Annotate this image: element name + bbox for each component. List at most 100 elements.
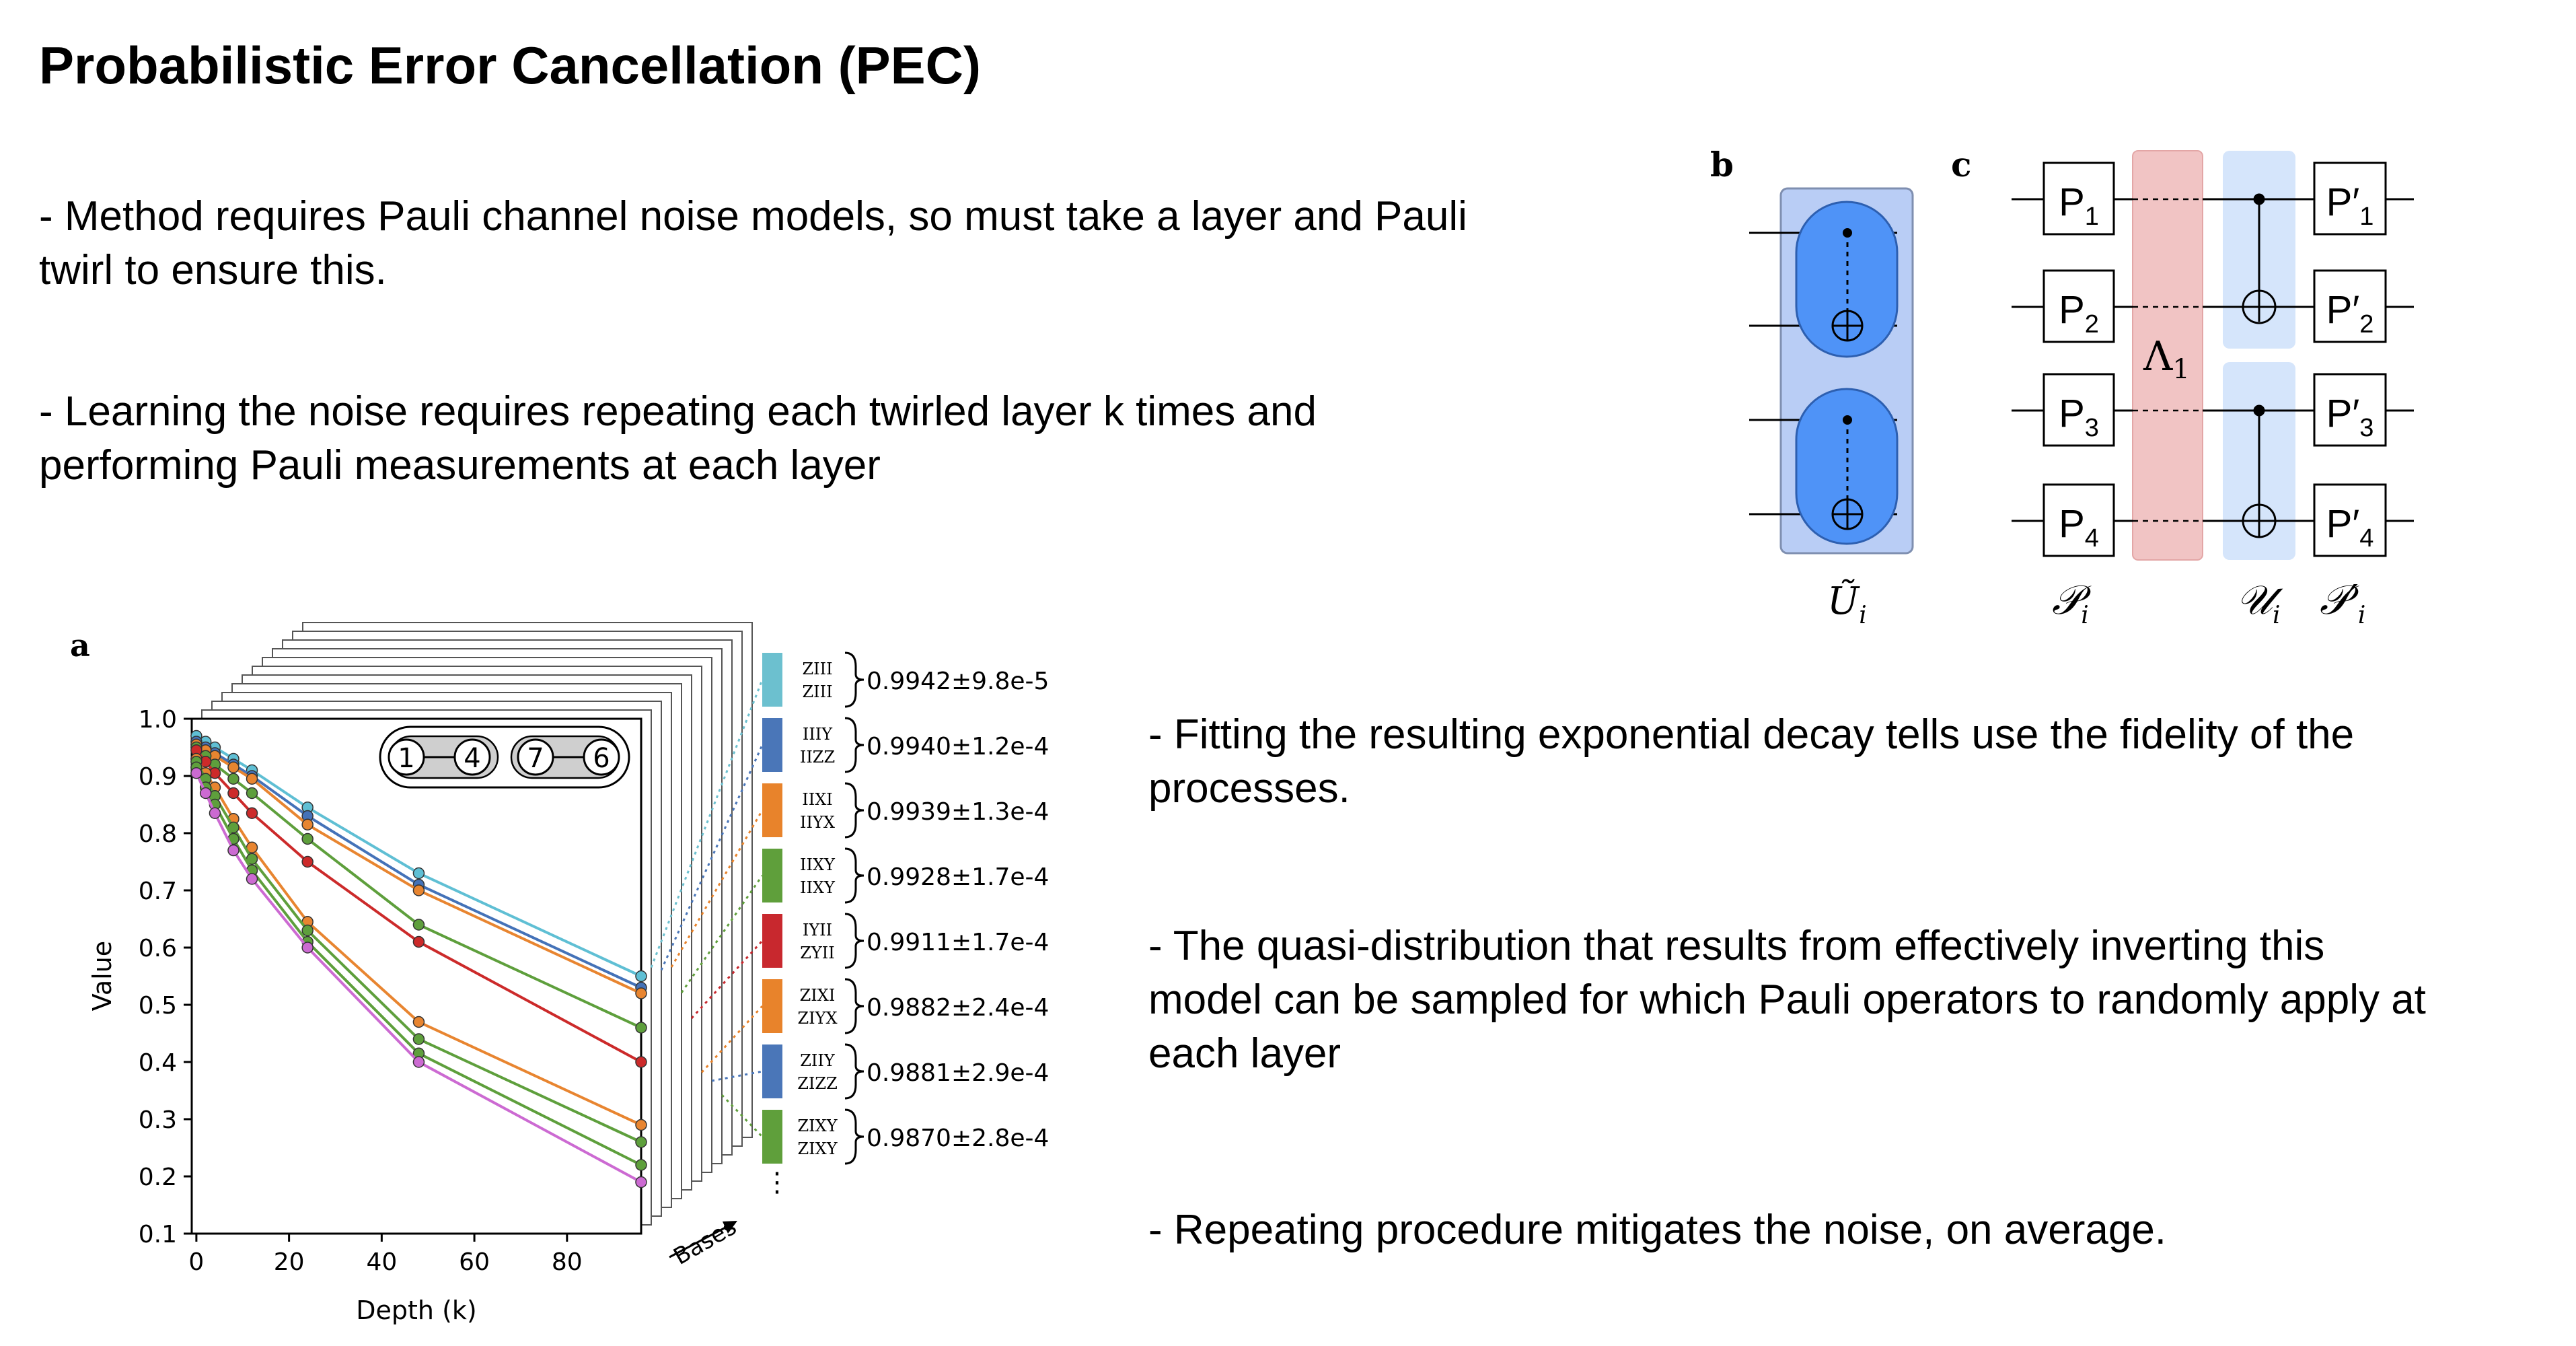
legend-brace <box>844 717 864 773</box>
y-tick-label: 0.1 <box>139 1221 177 1248</box>
legend-swatch <box>762 979 782 1033</box>
legend-basis-bottom: IIYX <box>800 813 835 832</box>
legend-basis-bottom: ZYII <box>800 944 834 962</box>
legend-connectors <box>650 679 764 1138</box>
legend-connector <box>660 744 764 971</box>
data-point <box>412 1033 425 1045</box>
bullet-quasi-distribution: - The quasi-distribution that results fr… <box>1148 919 2426 1081</box>
qubit-chain-diagram: 1 4 7 6 <box>379 725 630 789</box>
data-point <box>227 761 240 773</box>
pauli-operator-label: P′1 <box>2326 180 2374 231</box>
pauli-operator-label: P′4 <box>2326 502 2374 553</box>
data-point <box>227 844 240 857</box>
data-point <box>412 867 425 880</box>
noise-channel-band <box>2132 150 2203 561</box>
data-point <box>635 1119 647 1131</box>
legend-basis-bottom: IIZZ <box>800 748 835 767</box>
y-tick-label: 0.5 <box>139 992 177 1020</box>
panel-label-b: b <box>1710 145 1734 184</box>
x-tick-label: 40 <box>366 1248 397 1276</box>
legend-basis-bottom: ZIZZ <box>797 1074 838 1093</box>
legend-basis-top: ZIIY <box>800 1051 836 1070</box>
legend-fidelity-value: 0.9870±2.8e-4 <box>867 1125 1049 1152</box>
legend-basis-top: IIXI <box>802 790 833 809</box>
legend-swatch <box>762 1110 782 1164</box>
legend-brace <box>844 1108 864 1165</box>
legend-fidelity-value: 0.9940±1.2e-4 <box>867 733 1049 760</box>
legend-fidelity-value: 0.9939±1.3e-4 <box>867 798 1049 826</box>
x-tick-label: 20 <box>274 1248 305 1276</box>
data-point <box>635 1176 647 1189</box>
bullet-line: processes. <box>1148 765 1350 812</box>
plot-area <box>190 717 642 1235</box>
bullet-line: - Fitting the resulting exponential deca… <box>1148 711 2355 758</box>
figure-a-decay-chart: a 0 20 40 60 80 0.1 0.2 0.3 0.4 0.5 0.6 0.7 0.8 0.9 1.… <box>70 622 1049 1325</box>
data-point <box>301 818 314 830</box>
pauli-operator-label: P′2 <box>2326 288 2374 339</box>
bullet-repeating-procedure: - Repeating procedure mitigates the nois… <box>1148 1203 2166 1257</box>
legend-basis-bottom: ZIII <box>802 682 832 701</box>
legend-swatch <box>762 718 782 772</box>
legend-basis-top: ZIII <box>802 660 832 678</box>
x-tick-label: 80 <box>552 1248 583 1276</box>
legend-basis-top: IIIY <box>803 725 833 744</box>
panel-label-a: a <box>70 627 90 664</box>
data-point <box>412 935 425 948</box>
legend-basis-top: ZIXI <box>800 986 836 1005</box>
data-point <box>635 987 647 999</box>
legend-basis-top: IYII <box>803 921 832 940</box>
legend-brace <box>844 1043 864 1100</box>
bases-label: Bases <box>669 1213 741 1271</box>
data-point <box>209 807 221 819</box>
qubit-label: 1 <box>398 743 414 774</box>
bullet-line: each layer <box>1148 1030 1341 1077</box>
legend-fidelity-value: 0.9881±2.9e-4 <box>867 1059 1049 1087</box>
legend-connector <box>700 1005 764 1073</box>
legend-basis-top: ZIXY <box>797 1117 838 1135</box>
legend-ellipsis: ⋮ <box>764 1167 790 1198</box>
y-tick-label: 0.9 <box>139 763 177 791</box>
legend-swatch <box>762 783 782 837</box>
data-point <box>635 970 647 983</box>
x-tick-label: 60 <box>459 1248 490 1276</box>
slide-title: Probabilistic Error Cancellation (PEC) <box>39 36 981 95</box>
legend-swatch <box>762 914 782 968</box>
bullet-pauli-channel: - Method requires Pauli channel noise mo… <box>39 190 1467 297</box>
y-tick-label: 0.4 <box>139 1049 177 1077</box>
legend-fidelity-value: 0.9928±1.7e-4 <box>867 863 1049 891</box>
bullet-line: performing Pauli measurements at each la… <box>39 442 881 489</box>
qubit-label: 4 <box>464 743 480 774</box>
bullet-learning-noise: - Learning the noise requires repeating … <box>39 385 1317 493</box>
series-layer <box>190 730 647 1189</box>
qubit-label: 7 <box>527 743 544 774</box>
cnot-gate-lower <box>1795 388 1899 545</box>
y-axis-label: Value <box>87 941 117 1011</box>
data-point <box>301 942 314 954</box>
y-tick-label: 0.7 <box>139 878 177 905</box>
axis-ticks: 0 20 40 60 80 0.1 0.2 0.3 0.4 0.5 0.6 0.7 0.8 0.9 1.0 <box>139 706 583 1276</box>
legend-connector <box>721 1094 764 1138</box>
data-point <box>412 919 425 931</box>
legend-basis-bottom: ZIYX <box>797 1009 837 1028</box>
legend-basis-bottom: ZIXY <box>797 1139 838 1158</box>
y-tick-label: 0.2 <box>139 1164 177 1191</box>
legend-brace <box>844 847 864 904</box>
qubit-label: 6 <box>593 743 610 774</box>
cnot-upper <box>2242 193 2277 324</box>
data-point <box>412 1016 425 1028</box>
pauli-operator-label: P2 <box>2059 288 2099 339</box>
data-point <box>412 884 425 896</box>
data-point <box>227 773 240 785</box>
data-point <box>246 807 258 819</box>
bases-arrow <box>669 1225 729 1259</box>
legend-basis-top: IIXY <box>800 855 836 874</box>
legend-connector <box>711 1070 763 1082</box>
bullet-fitting-decay: - Fitting the resulting exponential deca… <box>1148 708 2354 816</box>
pauli-operator-label: P′3 <box>2326 392 2374 442</box>
legend-brace <box>844 782 864 839</box>
data-point <box>246 873 258 885</box>
legend-connector <box>650 679 764 968</box>
caption-u-tilde: Ũi <box>1827 579 1867 629</box>
caption-u: 𝒰i <box>2236 577 2283 629</box>
cnot-lower <box>2242 404 2277 538</box>
